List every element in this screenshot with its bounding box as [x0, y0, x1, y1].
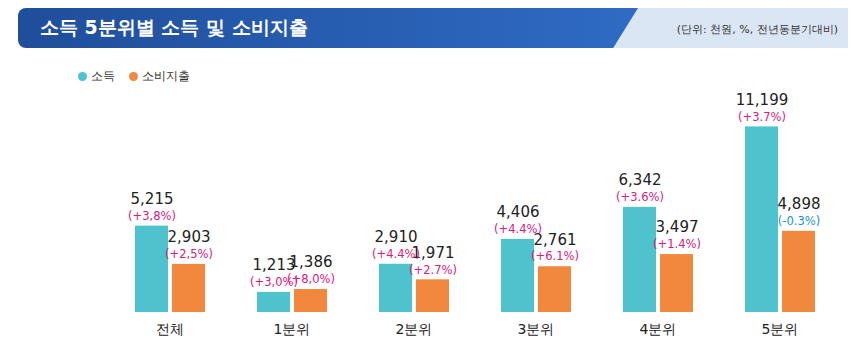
svg-text:(+3.7%): (+3.7%)	[738, 110, 786, 124]
svg-text:(+2,5%): (+2,5%)	[165, 247, 213, 261]
svg-text:5분위: 5분위	[762, 321, 799, 337]
svg-text:6,342: 6,342	[619, 171, 662, 189]
svg-text:4분위: 4분위	[640, 321, 677, 337]
svg-text:(+4.4%): (+4.4%)	[372, 247, 420, 261]
html-text:(단위: 천원, %, 전년동분기대비): (단위: 천원, %, 전년동분기대비)	[676, 23, 838, 36]
svg-text:(+4.4%): (+4.4%)	[494, 222, 542, 236]
html-text:소득: 소득	[91, 69, 115, 83]
svg-text:(+3.6%): (+3.6%)	[616, 190, 664, 204]
svg-text:5,215: 5,215	[131, 190, 174, 208]
svg-text:2분위: 2분위	[396, 321, 433, 337]
svg-text:3분위: 3분위	[518, 321, 555, 337]
svg-text:(+8,0%): (+8,0%)	[287, 272, 335, 286]
svg-text:4,406: 4,406	[497, 203, 540, 221]
svg-text:(+6.1%): (+6.1%)	[531, 249, 579, 263]
svg-text:(+3,0%): (+3,0%)	[250, 275, 298, 290]
svg-text:(+2.7%): (+2.7%)	[409, 263, 457, 277]
html-text:소득 5분위별 소득 및 소비지출: 소득 5분위별 소득 및 소비지출	[40, 16, 308, 38]
svg-text:2,761: 2,761	[533, 230, 577, 249]
svg-text:1분위: 1분위	[274, 321, 311, 337]
svg-text:2,910: 2,910	[374, 228, 418, 247]
html-text:소비지출: 소비지출	[142, 69, 190, 83]
svg-text:(+3,8%): (+3,8%)	[128, 209, 176, 223]
svg-text:1,213: 1,213	[252, 256, 296, 275]
svg-text:11,199: 11,199	[736, 91, 789, 109]
svg-text:4,898: 4,898	[778, 195, 821, 213]
svg-text:전체: 전체	[156, 321, 184, 337]
svg-text:1,386: 1,386	[290, 253, 333, 271]
svg-text:(-0.3%): (-0.3%)	[778, 214, 820, 228]
svg-text:1,971: 1,971	[411, 243, 455, 262]
svg-text:(+1.4%): (+1.4%)	[653, 237, 701, 251]
svg-text:3,497: 3,497	[656, 218, 699, 236]
svg-text:2,903: 2,903	[168, 228, 211, 246]
